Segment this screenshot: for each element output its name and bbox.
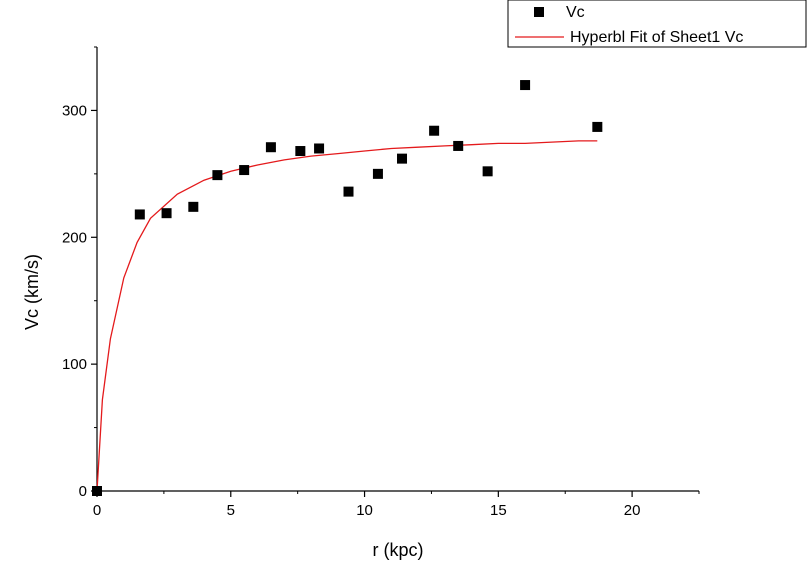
fit-line xyxy=(96,140,598,492)
y-tick-label: 300 xyxy=(62,102,87,119)
y-ticks: 0 100 200 300 xyxy=(62,46,97,500)
x-tick-label: 5 xyxy=(227,502,235,519)
data-point xyxy=(453,140,464,151)
data-point xyxy=(92,486,102,496)
data-point xyxy=(212,170,223,181)
data-point xyxy=(295,146,306,157)
legend-label-vc: Vc xyxy=(566,4,585,21)
data-point xyxy=(429,125,440,136)
series-layer xyxy=(92,80,603,496)
x-tick-label: 15 xyxy=(490,502,507,519)
data-point xyxy=(265,142,276,153)
data-point xyxy=(397,153,408,164)
data-point xyxy=(482,166,493,177)
legend-label-fit: Hyperbl Fit of Sheet1 Vc xyxy=(570,29,743,46)
data-point xyxy=(239,165,250,176)
data-point xyxy=(372,168,383,179)
plot-area: 0 5 10 15 20 0 100 200 300 xyxy=(62,46,700,519)
data-point xyxy=(520,80,531,91)
x-tick-label: 0 xyxy=(93,502,101,519)
data-point xyxy=(134,209,145,220)
y-tick-label: 0 xyxy=(79,483,87,500)
x-tick-label: 10 xyxy=(356,502,373,519)
y-tick-label: 100 xyxy=(62,356,87,373)
x-ticks: 0 5 10 15 20 xyxy=(93,491,700,519)
data-point xyxy=(314,143,325,154)
y-tick-label: 200 xyxy=(62,229,87,246)
data-point xyxy=(161,208,172,219)
legend-box xyxy=(507,0,807,48)
legend: Vc Hyperbl Fit of Sheet1 Vc xyxy=(507,0,807,48)
legend-marker-vc xyxy=(534,7,544,17)
x-tick-label: 20 xyxy=(624,502,641,519)
data-point xyxy=(188,201,199,212)
data-point xyxy=(592,121,603,132)
y-axis-label: Vc (km/s) xyxy=(22,254,42,330)
data-point xyxy=(343,186,354,197)
x-axis-label: r (kpc) xyxy=(373,540,424,560)
